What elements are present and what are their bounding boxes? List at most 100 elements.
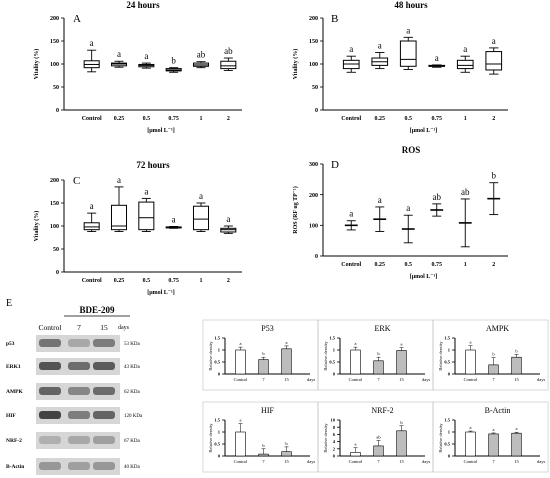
bar-15	[511, 356, 522, 375]
x-axis-label: days	[307, 377, 315, 382]
significance-letter: ab	[197, 50, 206, 60]
blot-band	[93, 339, 115, 347]
blot-band	[68, 462, 90, 470]
x-tick-label: 15	[399, 459, 404, 464]
x-tick-label: 0.5	[405, 116, 413, 122]
blot-protein-label: AMPK	[6, 389, 24, 395]
panel-c-y-tick-label: 100	[50, 224, 59, 230]
x-axis-label: [μmol L⁻¹]	[147, 290, 175, 296]
panel-a: 24 hours A 0 50 100 150 200 Vitality (%) [μmol L…	[33, 0, 242, 134]
chart-title: P53	[261, 324, 273, 333]
chart-title: B-Actin	[485, 406, 511, 415]
significance-letter: a	[493, 427, 495, 432]
panel-c-y-tick-label: 150	[50, 201, 59, 207]
x-tick-label: Control	[82, 278, 102, 284]
significance-letter: ab	[461, 187, 470, 197]
panel-letter: C	[73, 175, 80, 187]
blot-band	[68, 411, 90, 419]
chart-hif-y-tick-label: 0.5	[214, 442, 220, 447]
chart-nrf2-y-tick-label: 4	[333, 439, 336, 444]
box-iqr	[192, 205, 210, 231]
x-tick-label: 0.75	[168, 278, 179, 284]
x-tick-label: 15	[514, 459, 519, 464]
y-axis-label: Relative density	[208, 423, 213, 453]
x-axis-label: [μmol L⁻¹]	[147, 128, 175, 134]
blot-band	[39, 436, 61, 444]
box-iqr	[138, 201, 155, 231]
box-iqr	[399, 40, 417, 67]
significance-letter: a	[286, 340, 288, 345]
significance-letter: b	[171, 56, 176, 66]
bar-15	[511, 432, 522, 457]
blot-band	[39, 339, 61, 347]
significance-letter: ab	[376, 435, 381, 440]
significance-letter: b	[262, 351, 265, 356]
errorbar-1: ab	[458, 187, 472, 248]
blot-size-label: 40 KDa	[124, 465, 140, 470]
box-0.25: a	[110, 49, 128, 68]
blot-title: BDE-209	[79, 305, 115, 315]
blot-band	[68, 339, 90, 347]
blot-protein-label: B-Actin	[6, 464, 24, 470]
blot-size-label: 43 KDa	[124, 365, 140, 370]
x-tick-label: Control	[349, 459, 364, 464]
y-axis-label: Relative density	[323, 423, 328, 453]
x-tick-label: 15	[399, 377, 404, 382]
x-tick-label: 7	[492, 459, 495, 464]
errorbar-0.75: ab	[430, 192, 444, 217]
chart-erk-y-tick-label: 0	[333, 372, 336, 377]
bar-7	[488, 433, 499, 457]
x-tick-label: Control	[82, 116, 102, 122]
bar-7	[258, 359, 269, 375]
significance-letter: b	[377, 351, 380, 356]
significance-letter: a	[144, 51, 148, 61]
panel-title: 48 hours	[394, 0, 428, 10]
x-axis-label: days	[422, 459, 430, 464]
blot-band	[93, 436, 115, 444]
x-tick-label: 1	[200, 116, 203, 122]
box-1: a	[456, 44, 474, 73]
blot-band	[93, 462, 115, 470]
blot-band	[39, 411, 61, 419]
box-Control: a	[83, 201, 100, 232]
bar-Control	[350, 452, 361, 457]
panel-c: 72 hours C 0 50 100 150 200 Vitality (%) [μmol L…	[33, 160, 242, 296]
blot-size-label: 53 KDa	[124, 342, 140, 347]
chart-erk-y-tick-label: 1.5	[329, 336, 335, 341]
significance-letter: a	[117, 175, 121, 185]
errorbar-Control: a	[344, 209, 358, 231]
y-axis-label: Vitality (%)	[292, 49, 299, 80]
x-axis-label: [μmol L⁻¹]	[410, 274, 438, 280]
y-axis-label: Vitality (%)	[33, 211, 40, 242]
chart-bactin-y-tick-label: 1.5	[444, 418, 450, 423]
bar-Control	[235, 349, 246, 375]
significance-letter: a	[90, 201, 94, 211]
significance-letter: a	[240, 418, 242, 423]
significance-letter: a	[199, 191, 203, 201]
chart-title: ERK	[375, 324, 391, 333]
box-2: ab	[220, 46, 237, 71]
blot-size-label: 120 KDa	[124, 414, 143, 419]
x-tick-label: 7	[262, 377, 265, 382]
x-tick-label: 0.25	[114, 278, 125, 284]
box-0.5: a	[138, 186, 155, 232]
bar-Control	[350, 349, 361, 375]
panel-b-y-tick-label: 50	[312, 85, 318, 91]
significance-letter: ab	[224, 46, 233, 56]
panel-d: ROS D 0 100 200 300 ROS (RF ug TP⁻¹) [μmol L⁻¹]…	[292, 145, 508, 280]
blot-protein-label: p53	[6, 341, 15, 347]
x-tick-label: 0.75	[432, 116, 443, 122]
box-0.75: a	[428, 53, 446, 68]
x-tick-label: Control	[341, 116, 361, 122]
blot-band	[93, 387, 115, 395]
y-axis-label: Relative density	[438, 341, 443, 371]
x-tick-label: 0.25	[375, 262, 386, 268]
x-tick-label: 7	[377, 459, 380, 464]
chart-frame	[432, 319, 549, 391]
blot-band	[93, 362, 115, 370]
box-2: a	[220, 214, 237, 234]
panel-a-y-tick-label: 200	[50, 16, 59, 22]
panel-b: 48 hours B 0 50 100 150 200 Vitality (%) [μmol L…	[292, 0, 508, 134]
chart-p53-y-tick-label: 1.5	[214, 336, 220, 341]
